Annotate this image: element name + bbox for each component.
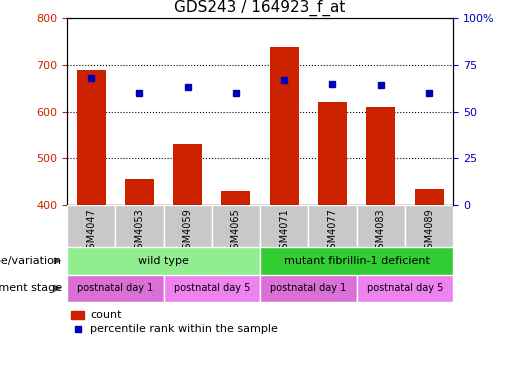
Bar: [356, 205, 405, 247]
Text: GSM4083: GSM4083: [376, 208, 386, 255]
Text: genotype/variation: genotype/variation: [0, 256, 62, 266]
Text: count: count: [90, 310, 122, 320]
Text: GSM4053: GSM4053: [134, 208, 144, 255]
Bar: [163, 205, 212, 247]
Bar: [77, 70, 106, 205]
Text: mutant fibrillin-1 deficient: mutant fibrillin-1 deficient: [284, 256, 430, 266]
Bar: [260, 205, 308, 247]
Bar: [67, 205, 115, 247]
Text: postnatal day 5: postnatal day 5: [367, 283, 443, 293]
Bar: [115, 205, 163, 247]
Text: GSM4071: GSM4071: [279, 208, 289, 255]
Text: GSM4089: GSM4089: [424, 208, 434, 255]
Text: GSM4065: GSM4065: [231, 208, 241, 255]
Text: percentile rank within the sample: percentile rank within the sample: [90, 325, 278, 335]
Bar: [260, 274, 356, 302]
Bar: [212, 205, 260, 247]
Bar: [270, 47, 299, 205]
Bar: [221, 191, 250, 205]
Bar: [163, 274, 260, 302]
Text: GSM4047: GSM4047: [86, 208, 96, 255]
Bar: [71, 310, 84, 319]
Bar: [67, 274, 163, 302]
Bar: [366, 107, 396, 205]
Bar: [67, 247, 260, 274]
Bar: [308, 205, 356, 247]
Bar: [415, 188, 443, 205]
Bar: [260, 247, 453, 274]
Title: GDS243 / 164923_f_at: GDS243 / 164923_f_at: [175, 0, 346, 16]
Text: GSM4077: GSM4077: [328, 208, 337, 255]
Text: development stage: development stage: [0, 283, 62, 293]
Text: postnatal day 1: postnatal day 1: [270, 283, 347, 293]
Bar: [405, 205, 453, 247]
Bar: [125, 179, 154, 205]
Text: GSM4059: GSM4059: [183, 208, 193, 255]
Bar: [356, 274, 453, 302]
Bar: [318, 102, 347, 205]
Text: postnatal day 5: postnatal day 5: [174, 283, 250, 293]
Bar: [173, 144, 202, 205]
Text: wild type: wild type: [138, 256, 189, 266]
Text: postnatal day 1: postnatal day 1: [77, 283, 153, 293]
